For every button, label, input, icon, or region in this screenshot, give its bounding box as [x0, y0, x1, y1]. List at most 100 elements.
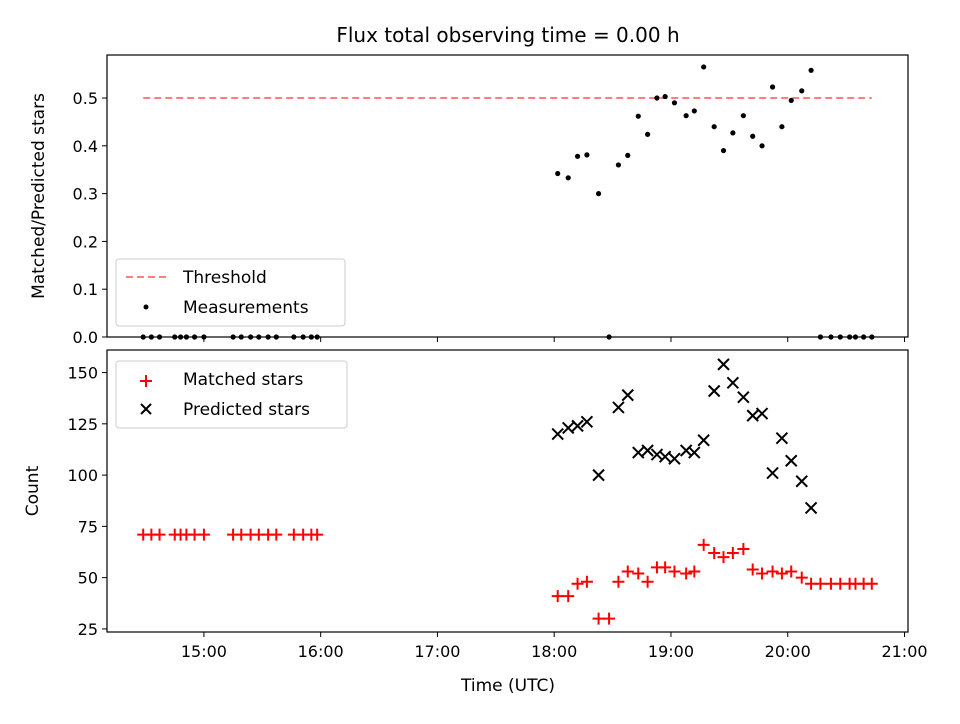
matched-star-point — [756, 567, 769, 580]
bottom-xtick-label: 15:00 — [181, 642, 227, 661]
matched-star-point — [668, 565, 681, 578]
matched-star-point — [641, 575, 654, 588]
matched-star-point — [153, 528, 166, 541]
predicted-star-point — [726, 376, 740, 390]
measurement-point — [740, 113, 746, 119]
bottom-y-ticks: 25 50 75 100 125 150 — [67, 364, 107, 639]
top-plot-marks — [140, 64, 875, 340]
bottom-plot-marks — [137, 358, 878, 625]
matched-star-point — [197, 528, 210, 541]
predicted-star-point — [641, 444, 654, 457]
bottom-xtick-label: 16:00 — [298, 642, 344, 661]
matched-star-point — [775, 567, 788, 580]
measurement-point — [683, 113, 689, 119]
measurement-point — [584, 152, 590, 158]
measurement-point — [711, 124, 717, 130]
measurement-point — [615, 162, 622, 168]
measurement-point — [720, 147, 727, 154]
measurement-point — [779, 124, 785, 130]
measurements-legend-label: Measurements — [183, 298, 309, 318]
measurements-legend-swatch — [143, 304, 149, 310]
matched-star-point — [270, 528, 283, 541]
measurement-point — [750, 133, 756, 139]
bottom-ytick-label: 25 — [78, 620, 98, 639]
measurement-point — [565, 175, 571, 181]
matched-legend-swatch — [140, 375, 152, 387]
chart-title: Flux total observing time = 0.00 h — [336, 23, 679, 47]
matched-star-point — [592, 612, 605, 625]
predicted-star-point — [668, 452, 681, 465]
matched-star-point — [551, 590, 564, 603]
predicted-star-point — [688, 446, 701, 459]
top-y-ticks: 0.0 0.1 0.2 0.3 0.4 0.5 — [73, 89, 107, 347]
matched-star-point — [688, 565, 701, 578]
matched-star-point — [580, 575, 593, 588]
predicted-star-point — [632, 446, 645, 459]
measurement-point — [769, 84, 776, 90]
matched-star-point — [632, 567, 645, 580]
predicted-star-point — [775, 431, 789, 445]
predicted-star-point — [580, 415, 594, 428]
matched-star-point — [311, 528, 324, 541]
top-legend-box — [115, 258, 346, 327]
measurement-point — [701, 64, 707, 70]
matched-star-point — [680, 567, 693, 580]
bottom-xtick-label: 18:00 — [531, 642, 577, 661]
predicted-star-point — [621, 388, 634, 402]
measurement-point — [574, 153, 581, 159]
matched-star-point — [708, 547, 721, 560]
bottom-legend: Matched stars Predicted stars — [115, 360, 348, 429]
bottom-ytick-label: 150 — [67, 364, 98, 383]
predicted-star-point — [717, 358, 730, 371]
top-legend: Threshold Measurements — [115, 258, 346, 327]
measurement-point — [625, 152, 631, 158]
predicted-legend-label: Predicted stars — [183, 400, 310, 420]
top-ytick-label: 0.5 — [73, 89, 98, 108]
predicted-star-point — [707, 384, 721, 398]
predicted-legend-swatch — [140, 403, 152, 415]
matched-star-point — [766, 565, 779, 578]
predicted-star-point — [737, 390, 750, 404]
predicted-star-point — [658, 450, 672, 463]
measurement-point — [799, 88, 805, 94]
matched-star-point — [621, 565, 634, 578]
top-ytick-label: 0.2 — [73, 232, 98, 251]
matched-star-point — [865, 577, 878, 590]
predicted-star-point — [766, 466, 779, 480]
bottom-x-ticks: 15:00 16:00 17:00 18:00 19:00 20:00 21:00 — [181, 632, 928, 661]
predicted-star-point — [562, 421, 575, 435]
matched-star-point — [612, 575, 625, 588]
matched-star-point — [659, 561, 672, 574]
bottom-legend-box — [115, 360, 348, 429]
measurement-point — [788, 97, 794, 104]
measurement-point — [595, 191, 602, 197]
predicted-star-point — [755, 407, 769, 420]
matched-star-point — [795, 571, 808, 584]
measurement-point — [671, 100, 678, 106]
bottom-xtick-label: 21:00 — [881, 642, 927, 661]
bottom-panel: 25 50 75 100 125 150 15:00 16:00 17:00 18:00 19:0… — [23, 349, 928, 696]
predicted-star-point — [746, 409, 759, 422]
predicted-star-point — [551, 427, 564, 441]
bottom-ytick-label: 50 — [78, 569, 98, 588]
top-axes-frame — [106, 54, 909, 338]
matched-star-point — [697, 538, 710, 551]
matched-star-point — [746, 563, 759, 576]
bottom-xlabel: Time (UTC) — [460, 676, 555, 696]
top-panel: 0.0 0.1 0.2 0.3 0.4 0.5 Matched/Predicted sta… — [29, 54, 909, 347]
predicted-star-point — [612, 401, 625, 414]
matched-star-point — [571, 577, 584, 590]
bottom-ylabel: Count — [23, 465, 43, 516]
matched-star-point — [562, 590, 575, 603]
bottom-xtick-label: 19:00 — [648, 642, 694, 661]
measurement-point — [654, 95, 660, 101]
bottom-ytick-label: 75 — [78, 517, 98, 536]
threshold-legend-label: Threshold — [182, 268, 267, 288]
measurement-point — [808, 67, 814, 73]
bottom-xtick-label: 20:00 — [765, 642, 811, 661]
predicted-star-point — [592, 468, 605, 482]
measurement-point — [635, 113, 641, 119]
bottom-ytick-label: 100 — [67, 466, 98, 485]
measurement-point — [662, 93, 668, 100]
